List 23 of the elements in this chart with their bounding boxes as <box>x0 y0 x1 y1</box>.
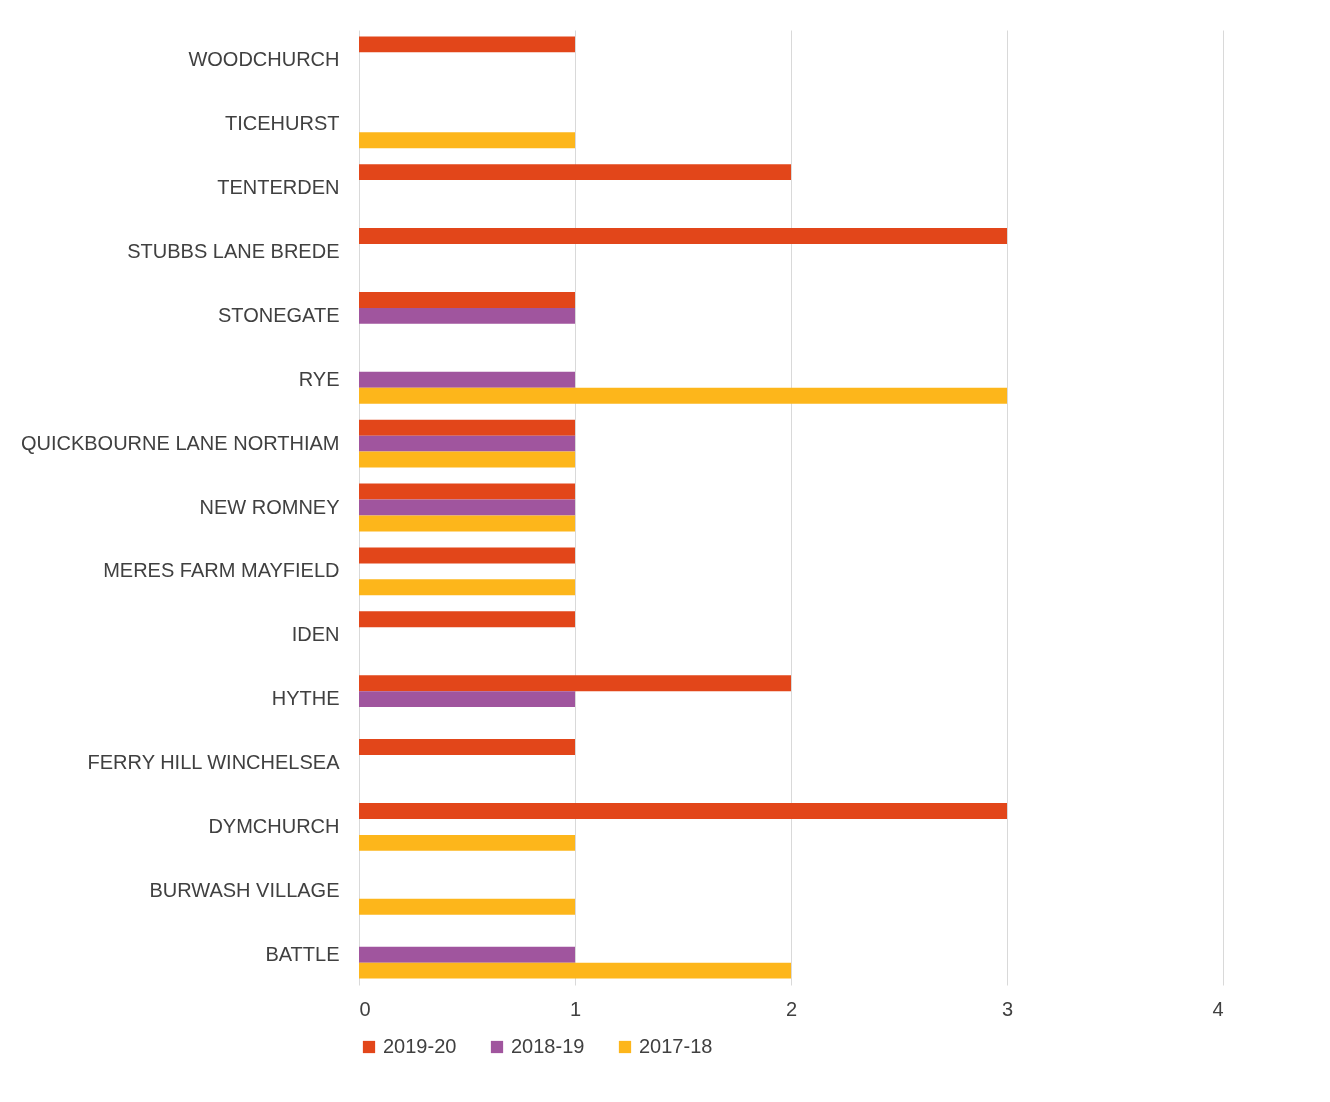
y-tick-label: BURWASH VILLAGE <box>149 878 340 901</box>
y-tick-label: MERES FARM MAYFIELD <box>103 559 340 582</box>
y-tick-label: QUICKBOURNE LANE NORTHIAM <box>20 431 340 454</box>
x-tick-label: 2 <box>785 997 798 1020</box>
x-tick-label: 0 <box>359 997 371 1020</box>
y-tick-label: IDEN <box>291 623 340 646</box>
y-tick-label: FERRY HILL WINCHELSEA <box>87 751 341 774</box>
y-tick-label: HYTHE <box>271 687 340 710</box>
y-tick-label: WOODCHURCH <box>188 48 340 71</box>
x-tick-label: 4 <box>1212 997 1224 1020</box>
y-tick-label: TENTERDEN <box>217 176 340 199</box>
x-tick-label: 3 <box>1001 997 1014 1020</box>
y-tick-label: RYE <box>298 367 340 390</box>
y-tick-label: BATTLE <box>265 942 340 965</box>
legend-label: 2018-19 <box>511 1035 585 1057</box>
y-tick-label: TICEHURST <box>225 112 340 135</box>
y-tick-label: NEW ROMNEY <box>199 495 340 518</box>
y-tick-label: STONEGATE <box>217 303 340 326</box>
y-tick-label: DYMCHURCH <box>208 814 340 837</box>
y-tick-label: STUBBS LANE BREDE <box>127 239 340 262</box>
legend-label: 2017-18 <box>639 1035 713 1057</box>
x-tick-label: 1 <box>569 997 582 1020</box>
legend-label: 2019-20 <box>383 1035 457 1057</box>
